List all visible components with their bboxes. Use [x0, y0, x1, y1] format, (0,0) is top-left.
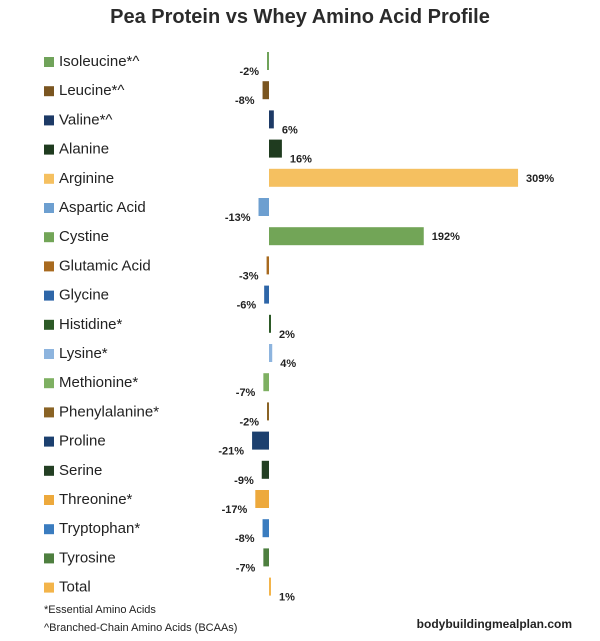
- value-label-phenylalanine: -2%: [239, 416, 259, 428]
- category-label-lysine: Lysine*: [59, 345, 108, 362]
- legend-swatch-histidine: [44, 319, 54, 330]
- bar-proline: [252, 431, 269, 450]
- legend-swatch-glutamic-acid: [44, 261, 54, 272]
- bar-leucine: [262, 81, 269, 100]
- legend-swatch-aspartic-acid: [44, 203, 54, 213]
- chart-title: Pea Protein vs Whey Amino Acid Profile: [110, 6, 490, 28]
- legend-swatch-tryptophan: [44, 524, 54, 535]
- legend-swatch-serine: [44, 465, 54, 476]
- category-label-valine: Valine*^: [59, 111, 112, 128]
- footnote-bcaa: ^Branched-Chain Amino Acids (BCAAs): [44, 622, 238, 634]
- value-label-lysine: 4%: [280, 358, 296, 370]
- legend-swatch-glycine: [44, 290, 54, 301]
- category-label-serine: Serine: [59, 462, 102, 479]
- category-label-tyrosine: Tyrosine: [59, 549, 116, 566]
- bar-valine: [269, 110, 274, 129]
- bar-serine: [261, 460, 269, 479]
- value-label-leucine: -8%: [235, 95, 255, 107]
- legend-swatch-tyrosine: [44, 553, 54, 564]
- legend-swatch-leucine: [44, 86, 54, 97]
- legend-swatch-cystine: [44, 232, 54, 243]
- category-label-aspartic-acid: Aspartic Acid: [59, 199, 146, 216]
- value-label-aspartic-acid: -13%: [225, 212, 251, 224]
- legend-swatch-proline: [44, 436, 54, 447]
- bar-phenylalanine: [267, 402, 269, 421]
- category-label-threonine: Threonine*: [59, 491, 133, 508]
- category-label-arginine: Arginine: [59, 170, 114, 187]
- value-label-glycine: -6%: [237, 300, 257, 312]
- bar-arginine: [269, 168, 519, 187]
- bar-total: [269, 577, 271, 596]
- value-label-serine: -9%: [234, 475, 254, 487]
- legend-swatch-valine: [44, 115, 54, 126]
- value-label-proline: -21%: [218, 446, 244, 458]
- category-label-glycine: Glycine: [59, 287, 109, 304]
- category-label-cystine: Cystine: [59, 228, 109, 245]
- bar-glutamic-acid: [266, 256, 269, 275]
- category-label-glutamic-acid: Glutamic Acid: [59, 257, 151, 274]
- category-label-proline: Proline: [59, 433, 106, 450]
- legend-swatch-methionine: [44, 378, 54, 389]
- category-label-alanine: Alanine: [59, 141, 109, 158]
- bar-tryptophan: [262, 519, 269, 538]
- category-label-phenylalanine: Phenylalanine*: [59, 403, 159, 420]
- bar-threonine: [255, 490, 269, 508]
- legend-swatch-threonine: [44, 495, 54, 505]
- legend-swatch-arginine: [44, 173, 54, 184]
- value-label-alanine: 16%: [290, 154, 312, 166]
- category-label-histidine: Histidine*: [59, 316, 123, 333]
- legend-swatch-alanine: [44, 144, 54, 155]
- category-label-isoleucine: Isoleucine*^: [59, 53, 139, 70]
- bar-isoleucine: [267, 52, 269, 70]
- value-label-tyrosine: -7%: [236, 562, 256, 574]
- bar-tyrosine: [263, 548, 269, 567]
- bar-glycine: [264, 285, 269, 304]
- category-label-methionine: Methionine*: [59, 374, 138, 391]
- legend-swatch-phenylalanine: [44, 407, 54, 418]
- bar-methionine: [263, 373, 269, 392]
- bar-lysine: [269, 344, 273, 362]
- value-label-arginine: 309%: [526, 173, 554, 185]
- category-label-total: Total: [59, 579, 91, 596]
- legend-swatch-isoleucine: [44, 57, 54, 67]
- legend-swatch-total: [44, 582, 54, 593]
- source-credit: bodybuildingmealplan.com: [416, 617, 572, 631]
- value-label-total: 1%: [279, 592, 295, 604]
- bar-cystine: [269, 227, 424, 246]
- bar-histidine: [269, 314, 271, 333]
- value-label-tryptophan: -8%: [235, 533, 255, 545]
- category-label-leucine: Leucine*^: [59, 82, 124, 99]
- bar-alanine: [269, 139, 282, 158]
- value-label-glutamic-acid: -3%: [239, 270, 259, 282]
- bar-aspartic-acid: [258, 198, 269, 216]
- category-label-tryptophan: Tryptophan*: [59, 520, 140, 537]
- value-label-cystine: 192%: [432, 231, 460, 243]
- legend-swatch-lysine: [44, 349, 54, 359]
- value-label-histidine: 2%: [279, 329, 295, 341]
- value-label-methionine: -7%: [236, 387, 256, 399]
- value-label-threonine: -17%: [222, 504, 248, 516]
- value-label-isoleucine: -2%: [239, 66, 259, 78]
- value-label-valine: 6%: [282, 124, 298, 136]
- footnote-essential: *Essential Amino Acids: [44, 604, 156, 616]
